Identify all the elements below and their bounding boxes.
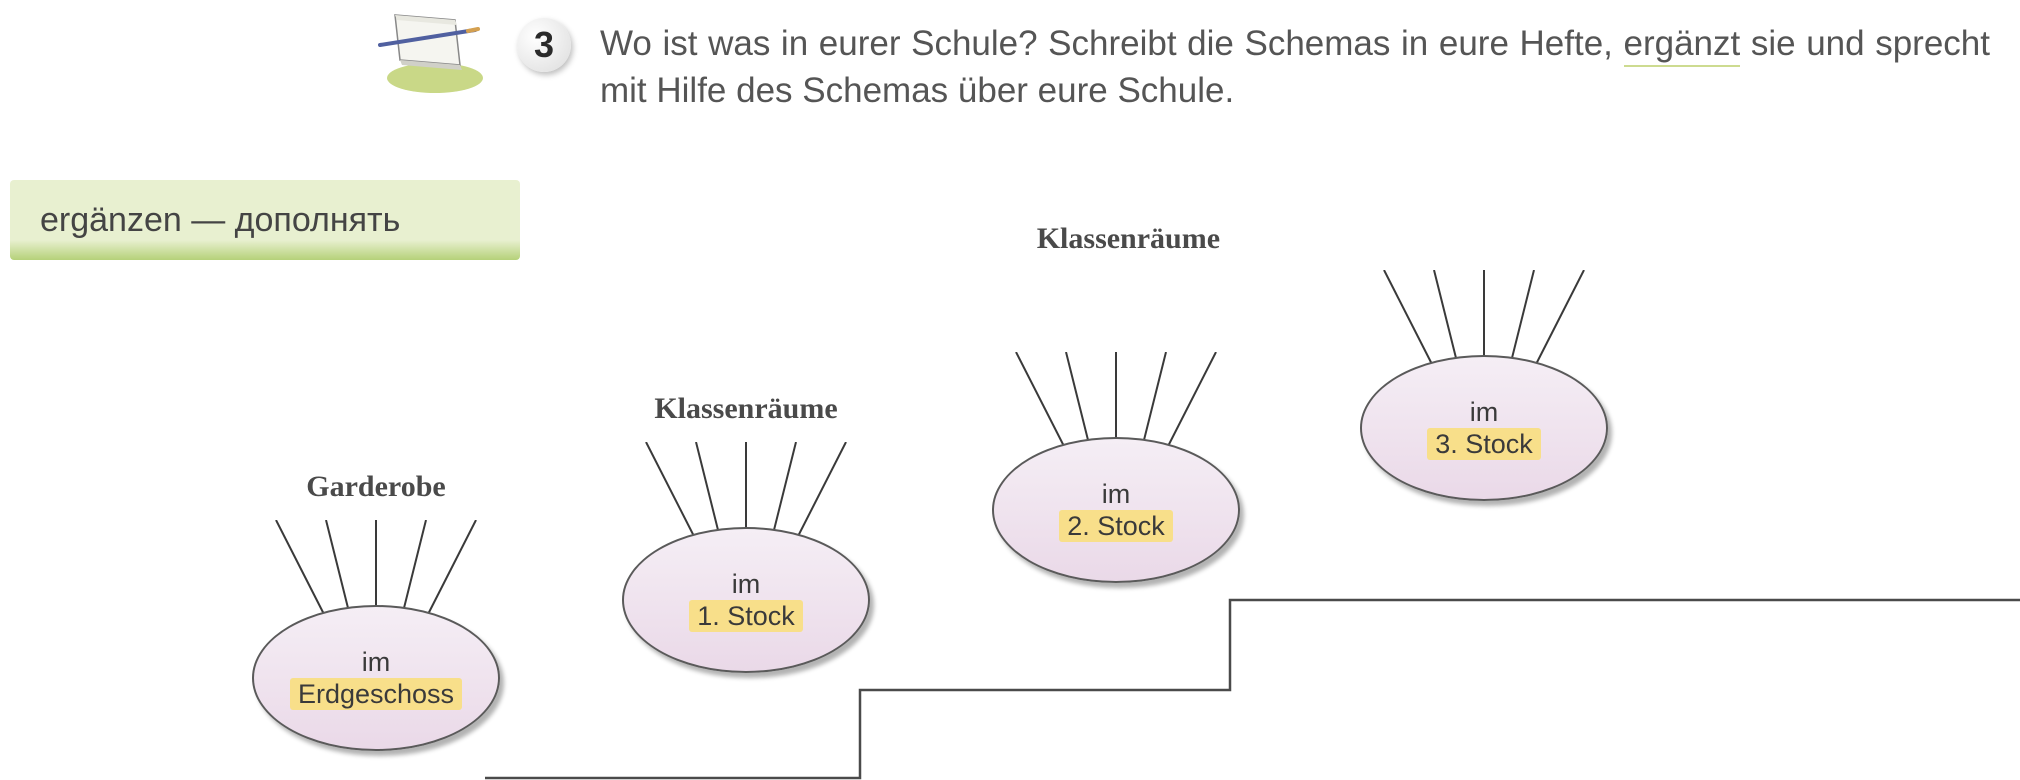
bubble-group-0: GarderobeimErdgeschoss <box>252 605 500 751</box>
instruction-text: Wo ist was in eurer Schule? Schreibt die… <box>600 20 1990 115</box>
bubble-group-1: Klassenräumeim1. Stock <box>622 527 870 673</box>
bubble: imErdgeschoss <box>252 605 500 751</box>
bubble-label: Garderobe <box>306 470 445 504</box>
bubble: im1. Stock <box>622 527 870 673</box>
bubble-line2: 2. Stock <box>1059 510 1173 542</box>
instruction-part1: Wo ist was in eurer Schule? Schreibt die… <box>600 24 1624 63</box>
bubble-group-3: im3. Stock <box>1360 355 1608 501</box>
bubble-line2: Erdgeschoss <box>290 678 462 710</box>
bubble-line1: im <box>732 568 761 600</box>
bubble-label: Klassenräume <box>1037 222 1220 256</box>
bubble-label: Klassenräume <box>654 392 837 426</box>
bubble-line2: 1. Stock <box>689 600 803 632</box>
instruction-underlined: ergänzt <box>1624 24 1741 67</box>
bubble-line1: im <box>1102 478 1131 510</box>
bubble-line1: im <box>362 646 391 678</box>
exercise-number: 3 <box>534 24 554 66</box>
bubble-line2: 3. Stock <box>1427 428 1541 460</box>
bubble-line1: im <box>1470 396 1499 428</box>
bubble: im2. Stock <box>992 437 1240 583</box>
bubble: im3. Stock <box>1360 355 1608 501</box>
bubble-group-2: Klassenräumeim2. Stock <box>992 437 1240 583</box>
notebook-icon <box>360 0 490 95</box>
exercise-number-badge: 3 <box>517 18 571 72</box>
diagram-area: GarderobeimErdgeschossKlassenräumeim1. S… <box>0 190 2020 777</box>
